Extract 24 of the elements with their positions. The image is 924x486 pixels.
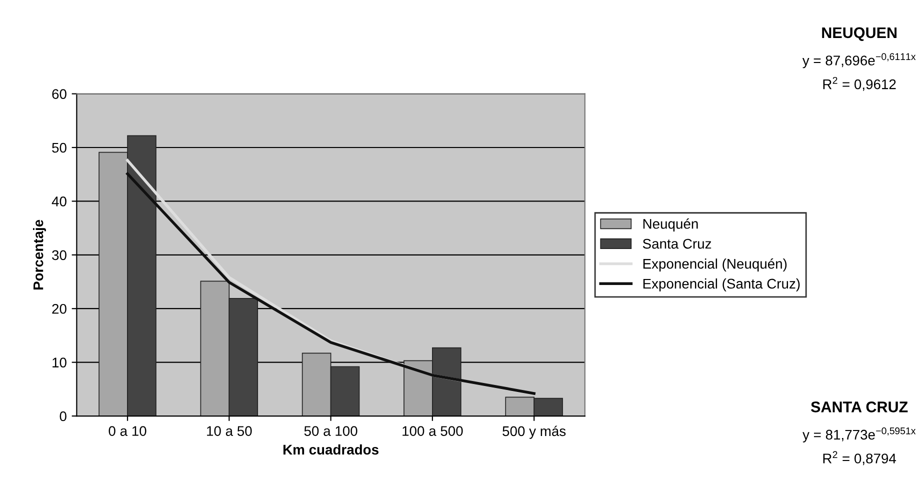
- x-tick-label: 10 a 50: [207, 426, 252, 436]
- text: R$^{2}$ = 0,8794: [823, 451, 896, 466]
- y-tick-label: 10: [52, 358, 66, 368]
- y-tick-label: 50: [52, 142, 66, 153]
- legend-label: Neuquén: [643, 218, 698, 232]
- x-tick-label: 100 a 500: [402, 426, 463, 436]
- y-tick-label: 20: [52, 304, 66, 314]
- x-tick-label: 0 a 10: [108, 426, 146, 436]
- legend-label: Exponencial (Santa Cruz): [643, 278, 800, 292]
- y-tick-label: 40: [52, 196, 66, 206]
- y-axis-title: Porcentaje: [33, 220, 46, 290]
- y-tick-label: 60: [52, 89, 66, 99]
- text: NEUQUEN: [822, 27, 896, 41]
- text: y = 81,773e$^{−0,5951x}$: [802, 427, 916, 442]
- y-tick-label: 0: [60, 411, 66, 422]
- text: SANTA CRUZ: [810, 402, 908, 412]
- x-axis-title: Km cuadrados: [283, 444, 378, 455]
- legend-label: Exponencial (Neuquén): [643, 258, 787, 272]
- text: R$^{2}$ = 0,9612: [823, 76, 896, 91]
- x-tick-label: 50 a 100: [304, 426, 358, 436]
- legend-label: Santa Cruz: [642, 238, 712, 249]
- y-tick-label: 30: [52, 250, 66, 260]
- x-tick-label: 500 y más: [502, 426, 566, 439]
- text: y = 87,696e$^{−0,6111x}$: [802, 53, 916, 68]
